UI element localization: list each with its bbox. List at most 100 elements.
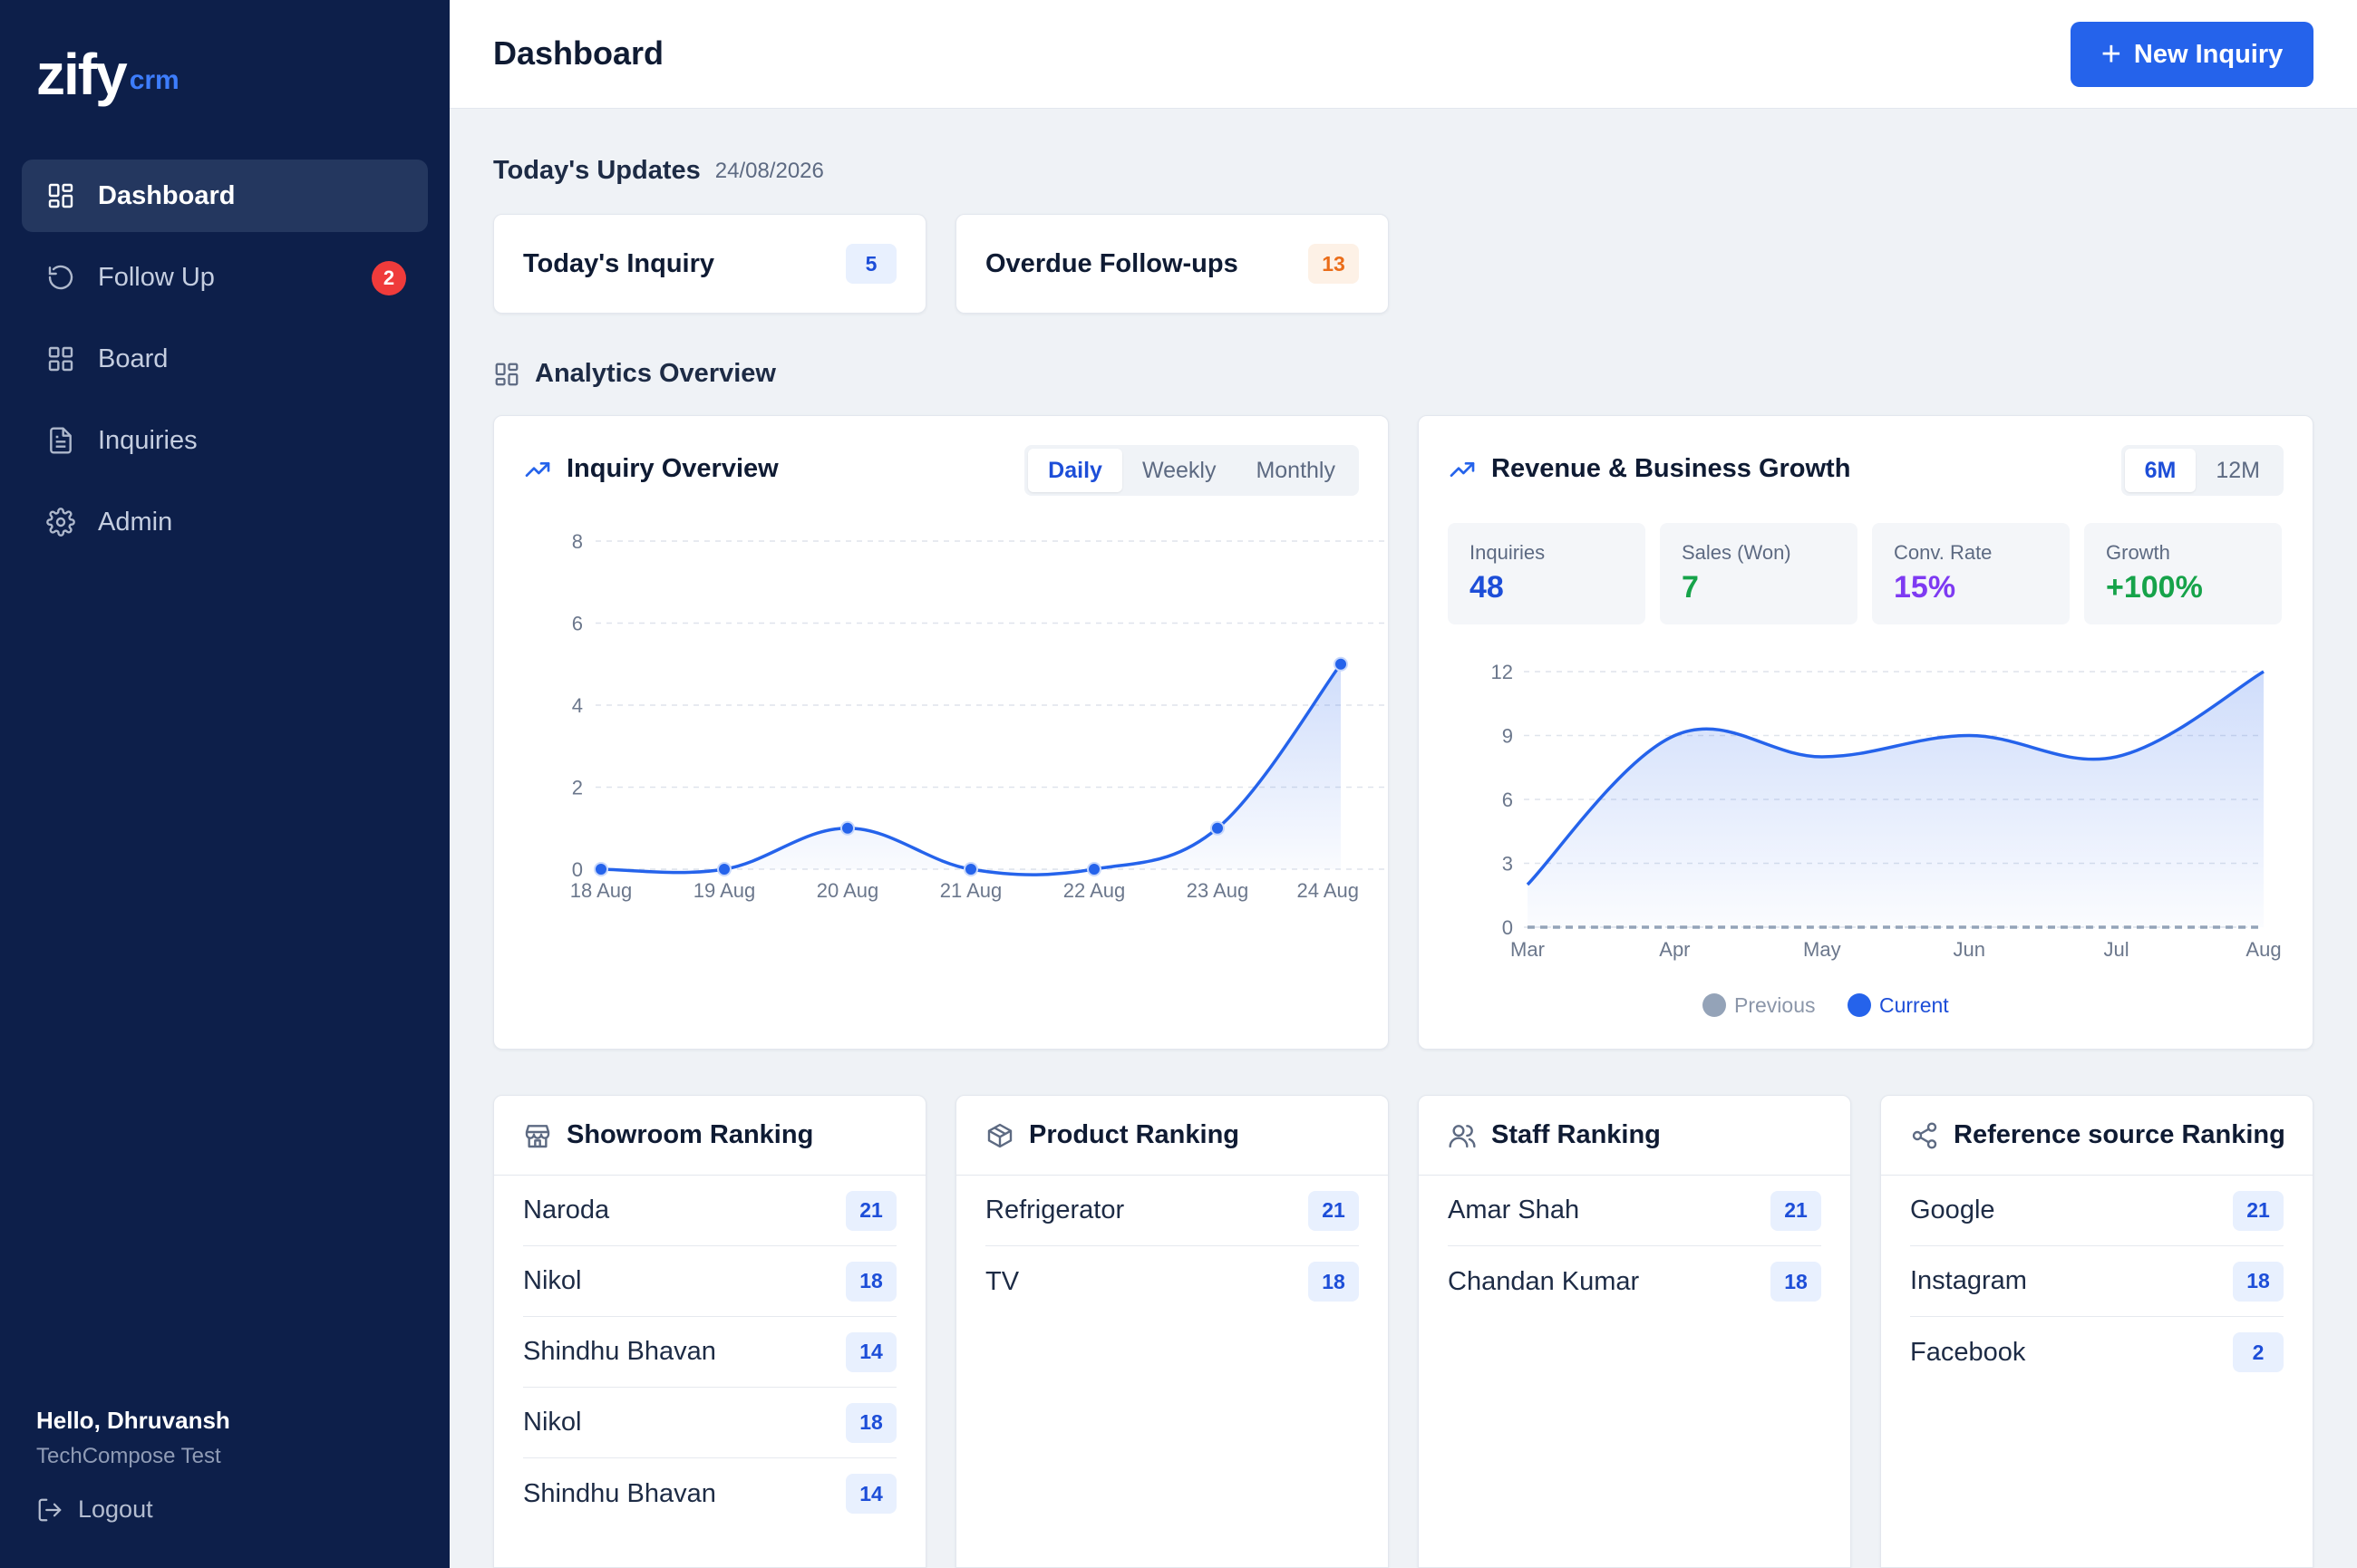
tab-12m[interactable]: 12M xyxy=(2216,457,2260,483)
tab-6m[interactable]: 6M xyxy=(2124,449,2197,492)
y-tick-label: 6 xyxy=(572,613,583,635)
x-tick-label: 24 Aug xyxy=(1296,879,1359,902)
sidebar-item-label: Admin xyxy=(98,507,173,537)
sidebar-item-board[interactable]: Board xyxy=(22,323,428,395)
ranking-name: Shindhu Bhavan xyxy=(523,1478,716,1508)
new-inquiry-button[interactable]: + New Inquiry xyxy=(2071,22,2313,87)
ranking-count: 21 xyxy=(2233,1190,2284,1231)
y-tick-label: 0 xyxy=(1502,916,1513,939)
ranking-header: Showroom Ranking xyxy=(494,1096,926,1176)
update-count-badge: 5 xyxy=(846,244,897,284)
ranking-row[interactable]: Nikol 18 xyxy=(523,1388,897,1458)
app-logo[interactable]: zify crm xyxy=(36,40,179,103)
x-tick-label: 18 Aug xyxy=(570,879,633,902)
user-greeting: Hello, Dhruvansh xyxy=(36,1407,230,1434)
stat-card-growth: Growth +100% xyxy=(2084,523,2282,624)
ranking-row[interactable]: Shindhu Bhavan 14 xyxy=(523,1317,897,1388)
ranking-row[interactable]: TV 18 xyxy=(985,1246,1359,1317)
x-tick-label: Mar xyxy=(1510,938,1545,961)
stat-card-inquiries: Inquiries 48 xyxy=(1448,523,1645,624)
ranking-count: 21 xyxy=(846,1190,897,1231)
logout-button[interactable]: Logout xyxy=(36,1495,153,1524)
logout-icon xyxy=(38,1498,62,1521)
data-point xyxy=(1334,656,1348,672)
sidebar-item-follow-up[interactable]: Follow Up 2 xyxy=(22,241,428,314)
update-count-badge: 13 xyxy=(1308,244,1359,284)
ranking-name: Chandan Kumar xyxy=(1448,1266,1640,1296)
ranking-count: 14 xyxy=(846,1331,897,1372)
period-toggle: Daily Weekly Monthly xyxy=(1024,445,1359,496)
ranking-row[interactable]: Instagram 18 xyxy=(1910,1246,2284,1317)
stat-value: 48 xyxy=(1469,570,1504,605)
ranking-row[interactable]: Facebook 2 xyxy=(1910,1317,2284,1388)
stat-label: Growth xyxy=(2106,541,2170,564)
sidebar-item-label: Board xyxy=(98,344,169,373)
grid-icon xyxy=(45,180,76,211)
ranking-name: Google xyxy=(1910,1195,1995,1224)
x-tick-label: 19 Aug xyxy=(694,879,756,902)
chart-title-text: Revenue & Business Growth xyxy=(1491,454,1851,483)
x-tick-label: Apr xyxy=(1659,938,1690,961)
ranking-name: Refrigerator xyxy=(985,1195,1125,1224)
todays-inquiry-card[interactable]: Today's Inquiry 5 xyxy=(493,214,926,314)
ranking-list: Refrigerator 21 TV 18 xyxy=(956,1176,1388,1317)
y-tick-label: 0 xyxy=(572,858,583,881)
overdue-followups-card[interactable]: Overdue Follow-ups 13 xyxy=(955,214,1389,314)
data-point xyxy=(594,862,608,876)
ranking-row[interactable]: Shindhu Bhavan 14 xyxy=(523,1458,897,1529)
y-tick-label: 6 xyxy=(1502,789,1513,811)
ranking-row[interactable]: Google 21 xyxy=(1910,1176,2284,1246)
ranking-name: Nikol xyxy=(523,1408,582,1437)
showroom-ranking-card: Showroom Ranking Naroda 21 Nikol 18 Shindh… xyxy=(493,1095,926,1568)
trending-up-icon xyxy=(525,461,550,477)
ranking-name: Facebook xyxy=(1910,1337,2026,1367)
ranking-row[interactable]: Chandan Kumar 18 xyxy=(1448,1246,1821,1317)
y-tick-label: 12 xyxy=(1491,661,1513,683)
ranking-title: Staff Ranking xyxy=(1491,1120,1661,1149)
ranking-list: Google 21 Instagram 18 Facebook 2 xyxy=(1881,1176,2313,1388)
tab-monthly[interactable]: Monthly xyxy=(1256,457,1335,483)
inquiry-line-chart: 0 2 4 6 8 18 Aug 19 Aug 20 Aug 21 Aug 22 Aug 23 Au… xyxy=(570,530,1390,902)
legend-label-previous: Previous xyxy=(1734,993,1815,1017)
ranking-header: Reference source Ranking xyxy=(1881,1096,2313,1176)
stat-card-sales: Sales (Won) 7 xyxy=(1660,523,1857,624)
data-point xyxy=(964,862,978,876)
y-tick-label: 9 xyxy=(1502,725,1513,748)
y-tick-label: 8 xyxy=(572,530,583,553)
data-point xyxy=(840,820,855,836)
ranking-count: 21 xyxy=(1308,1190,1359,1231)
ranking-count: 18 xyxy=(1308,1262,1359,1302)
ranking-row[interactable]: Refrigerator 21 xyxy=(985,1176,1359,1246)
stat-value: 7 xyxy=(1682,570,1699,605)
sidebar-item-inquiries[interactable]: Inquiries xyxy=(22,404,428,477)
logout-label: Logout xyxy=(78,1495,153,1523)
ranking-row[interactable]: Naroda 21 xyxy=(523,1176,897,1246)
inquiry-overview-card: Inquiry Overview Daily Weekly Monthly 0 2… xyxy=(493,415,1390,1050)
share-icon xyxy=(1912,1121,1937,1149)
x-tick-label: 20 Aug xyxy=(817,879,879,902)
stat-card-conversion: Conv. Rate 15% xyxy=(1872,523,2070,624)
ranking-count: 18 xyxy=(846,1402,897,1443)
x-tick-label: Jun xyxy=(1953,938,1984,961)
legend-label-current: Current xyxy=(1879,993,1949,1017)
ranking-row[interactable]: Nikol 18 xyxy=(523,1246,897,1317)
trending-up-icon xyxy=(1450,461,1475,477)
revenue-area-chart: 0 3 6 9 12 Mar Apr May Jun Jul Aug Previous Current xyxy=(1491,661,2282,1017)
tab-weekly[interactable]: Weekly xyxy=(1141,457,1217,483)
ranking-row[interactable]: Amar Shah 21 xyxy=(1448,1176,1821,1246)
reference-source-ranking-card: Reference source Ranking Google 21 Instag… xyxy=(1880,1095,2313,1568)
series-area-current xyxy=(1528,672,2264,927)
sidebar-item-dashboard[interactable]: Dashboard xyxy=(22,160,428,232)
tab-daily[interactable]: Daily xyxy=(1028,449,1122,492)
sidebar-item-label: Follow Up xyxy=(98,262,215,292)
grid-icon xyxy=(495,363,519,385)
legend-swatch-current xyxy=(1848,993,1871,1017)
ranking-name: Instagram xyxy=(1910,1266,2027,1295)
section-title: Analytics Overview xyxy=(535,359,776,388)
sidebar-item-label: Dashboard xyxy=(98,180,236,210)
sidebar-item-admin[interactable]: Admin xyxy=(22,486,428,558)
user-info: Hello, Dhruvansh TechCompose Test xyxy=(36,1407,230,1469)
ranking-name: Amar Shah xyxy=(1448,1195,1580,1224)
user-org: TechCompose Test xyxy=(36,1444,221,1468)
staff-ranking-card: Staff Ranking Amar Shah 21 Chandan Kumar 1… xyxy=(1418,1095,1851,1568)
